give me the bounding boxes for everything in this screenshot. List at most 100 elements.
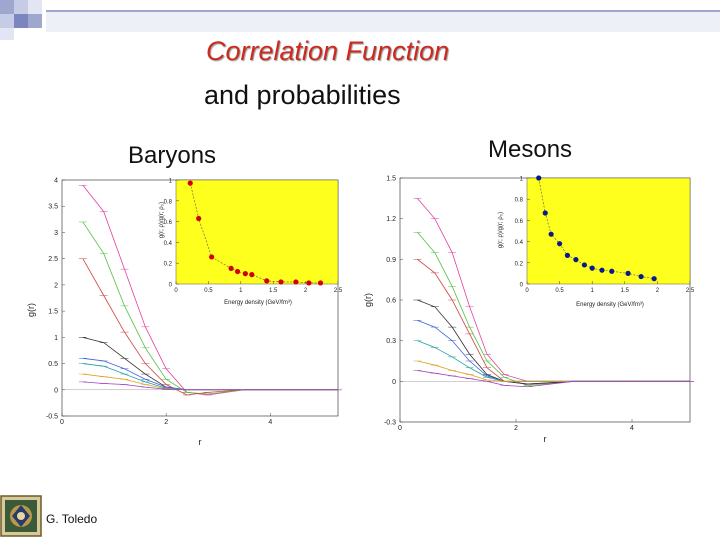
mesons-series-line <box>417 370 690 388</box>
mesons-ytick-label: 1.5 <box>386 176 396 183</box>
mesons-inset-ytick-label: 0 <box>520 283 524 289</box>
baryons-inset-xtick-label: 1.5 <box>269 288 278 294</box>
baryons-ytick-label: 0.5 <box>48 361 58 368</box>
mesons-xtick-label: 2 <box>514 425 518 432</box>
baryons-inset-data-point <box>306 280 312 286</box>
baryons-inset-ytick-label: 0.2 <box>164 262 173 268</box>
mesons-inset-ytick-label: 0.6 <box>515 219 524 225</box>
baryons-inset-data-point <box>234 268 241 275</box>
baryons-inset-data-point <box>228 265 234 271</box>
slide-subtitle: and probabilities <box>204 80 401 110</box>
mesons-inset-xtick-label: 0 <box>525 288 529 294</box>
mesons-ytick-label: 1.2 <box>386 216 396 223</box>
mesons-series-line <box>417 360 690 382</box>
mesons-ytick-label: 0.9 <box>386 257 396 264</box>
mesons-inset-ylabel: g(r; ρ)/g(r; ρ₀) <box>498 212 504 248</box>
baryons-ylabel: g(r) <box>26 303 36 317</box>
baryons-inset-xtick-label: 1 <box>239 288 243 294</box>
mesons-inset-data-point <box>651 276 657 282</box>
baryons-xtick-label: 4 <box>268 419 272 426</box>
mesons-inset-data-point <box>542 210 548 216</box>
mesons-ylabel: g(r) <box>363 293 373 307</box>
baryons-inset-xtick-label: 0 <box>174 288 178 294</box>
mesons-xtick-label: 0 <box>398 425 402 432</box>
mesons-inset-xtick-label: 0.5 <box>555 288 564 294</box>
baryons-inset-data-point <box>264 278 270 284</box>
mesons-ytick-label: 0.6 <box>386 298 396 305</box>
corner-decoration <box>0 0 720 40</box>
mesons-inset-data-point <box>638 273 644 280</box>
correlation-plots: -0.500.511.522.533.540 2 4 g(r) r 00.20.40… <box>26 175 695 447</box>
mesons-inset-data-point <box>589 265 595 271</box>
mesons-xtick-label: 4 <box>630 425 634 432</box>
baryons-xtick-label: 2 <box>164 419 168 426</box>
mesons-label: Mesons <box>488 136 573 163</box>
baryons-inset-data-point <box>317 280 324 286</box>
baryons-main-plot: -0.500.511.522.533.540 2 4 g(r) r <box>26 178 342 447</box>
mesons-inset-ytick-label: 1 <box>520 177 524 183</box>
baryons-inset-data-point <box>187 180 193 186</box>
mesons-ytick-label: 0.3 <box>386 338 396 345</box>
mesons-inset-data-point <box>609 268 615 274</box>
mesons-inset-background <box>526 177 691 285</box>
university-seal-logo <box>0 495 42 537</box>
baryons-ytick-label: 4 <box>54 178 58 185</box>
baryons-inset-plot: 0 0.2 0.4 0.6 0.8 1 0 0.5 1 1.5 2 2.5 g(r; ρ)/g(r; … <box>159 179 343 307</box>
baryons-inset-data-point <box>293 279 299 285</box>
baryons-series-line <box>82 381 338 391</box>
slide-title: Correlation Function <box>206 36 450 66</box>
baryons-ytick-label: 2.5 <box>48 256 58 263</box>
mesons-inset-xlabel: Energy density (GeV/fm³) <box>576 302 644 308</box>
baryons-series-line <box>82 336 338 391</box>
baryons-inset-xlabel: Energy density (GeV/fm³) <box>224 300 292 306</box>
mesons-inset-ytick-label: 0.8 <box>515 198 524 204</box>
baryons-inset-data-point <box>196 215 202 222</box>
baryons-ytick-label: 1.5 <box>48 309 58 316</box>
baryons-inset-ytick-label: 0.8 <box>164 199 173 205</box>
baryons-inset-xtick-label: 0.5 <box>204 288 213 294</box>
baryons-inset-data-point <box>209 254 215 260</box>
baryons-label: Baryons <box>128 142 217 169</box>
baryons-inset-ytick-label: 0 <box>169 283 173 289</box>
baryons-inset-xtick-label: 2 <box>304 288 308 294</box>
mesons-inset-xtick-label: 1.5 <box>621 288 630 294</box>
mesons-ytick-label: 0 <box>392 379 396 386</box>
baryons-inset-xtick-label: 2.5 <box>334 288 343 294</box>
baryons-ytick-label: 1 <box>54 335 58 342</box>
baryons-inset-ytick-label: 0.4 <box>164 241 173 247</box>
baryons-inset-data-point <box>242 271 248 277</box>
mesons-inset-plot: 0 0.2 0.4 0.6 0.8 1 0 0.5 1 1.5 2 2.5 g(r; ρ)/g(r; … <box>498 175 695 308</box>
mesons-inset-xtick-label: 2.5 <box>686 288 695 294</box>
baryons-ytick-label: 3 <box>54 230 58 237</box>
baryons-xtick-label: 0 <box>60 419 64 426</box>
baryons-series-line <box>82 373 338 391</box>
mesons-inset-data-point <box>548 231 554 237</box>
mesons-inset-data-point <box>599 267 605 273</box>
mesons-series-line <box>417 340 690 382</box>
baryons-ytick-label: 0 <box>54 387 58 394</box>
mesons-inset-xtick-label: 1 <box>591 288 595 294</box>
baryons-ytick-label: 2 <box>54 282 58 289</box>
mesons-inset-xtick-label: 2 <box>656 288 660 294</box>
baryons-inset-data-point <box>249 272 255 278</box>
baryons-inset-data-point <box>278 279 284 285</box>
baryons-inset-background <box>175 179 339 285</box>
author-name: G. Toledo <box>46 512 98 526</box>
mesons-xlabel: r <box>544 434 547 444</box>
mesons-inset-data-point <box>581 262 587 268</box>
mesons-inset-data-point <box>557 241 563 247</box>
baryons-inset-ytick-label: 0.6 <box>164 220 173 226</box>
mesons-ytick-label: -0.3 <box>384 420 396 427</box>
mesons-inset-ytick-label: 0.2 <box>515 261 524 267</box>
baryons-xlabel: r <box>199 437 202 447</box>
mesons-inset-data-point <box>564 252 571 258</box>
baryons-ytick-label: 3.5 <box>48 204 58 211</box>
mesons-inset-ytick-label: 0.4 <box>515 240 524 246</box>
mesons-inset-data-point <box>573 257 579 263</box>
baryons-ytick-label: -0.5 <box>46 414 58 421</box>
mesons-inset-data-point <box>625 270 631 276</box>
mesons-main-plot: -0.300.30.60.91.21.50 2 4 g(r) r <box>363 176 694 444</box>
baryons-inset-ytick-label: 1 <box>169 179 173 185</box>
mesons-inset-data-point <box>536 175 542 181</box>
baryons-inset-ylabel: g(r; ρ)/g(r; ρ₀) <box>159 202 165 238</box>
